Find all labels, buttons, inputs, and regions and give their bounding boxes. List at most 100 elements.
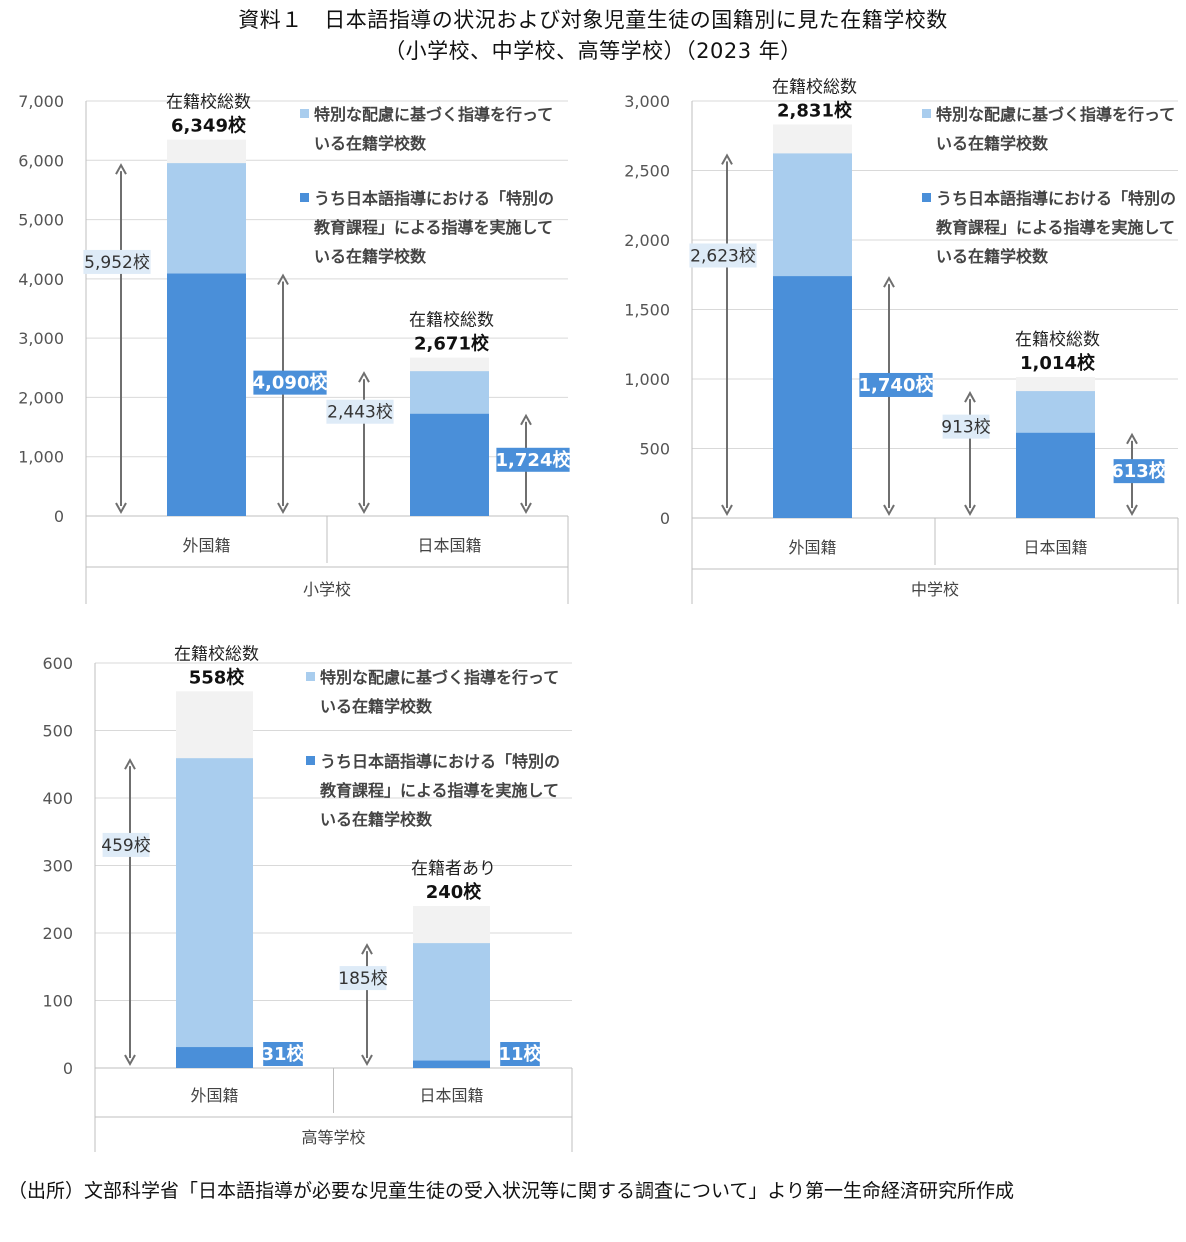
panel2-care-arrow-1-head-bottom bbox=[964, 504, 976, 517]
panel2-care-arrow-1-head-top bbox=[964, 391, 976, 403]
panel1-total-caption: 在籍校総数 bbox=[409, 311, 494, 331]
panel3-y-tick-label: 0 bbox=[63, 1059, 73, 1078]
panel2-y-tick-label: 2,000 bbox=[624, 231, 670, 250]
panel3-curriculum-label-0-bg bbox=[263, 1042, 303, 1066]
panel3-bar-special-care-0 bbox=[176, 758, 253, 1068]
panel2-curriculum-arrow-0-head-bottom bbox=[883, 504, 895, 517]
panel1-care-label-0-bg bbox=[83, 249, 151, 274]
panel2-care-arrow-0-head-bottom bbox=[721, 504, 733, 517]
panel1-legend-text: いる在籍学校数 bbox=[314, 134, 427, 153]
panel1-care-label-1: 2,443校 bbox=[327, 403, 393, 423]
panel3-care-arrow-0-head-top bbox=[124, 758, 136, 770]
panel3-y-tick-label: 100 bbox=[42, 992, 73, 1011]
panel1-care-label-1-bg bbox=[326, 399, 394, 424]
panel3-care-arrow-1-head-top bbox=[361, 943, 373, 955]
panel2-bar-special-curriculum-1 bbox=[1016, 432, 1095, 518]
panel3-curriculum-label-0: 31校 bbox=[261, 1043, 305, 1065]
panel1-care-arrow-0-head-bottom bbox=[115, 502, 127, 515]
panel3-legend-text: いる在籍学校数 bbox=[320, 810, 433, 829]
panel1-care-label-0: 5,952校 bbox=[84, 253, 150, 273]
panel3-category-label: 日本国籍 bbox=[419, 1086, 483, 1105]
panel1-curriculum-arrow-1-head-bottom bbox=[520, 502, 532, 515]
panel1-y-tick-label: 5,000 bbox=[18, 211, 64, 230]
panel2-total-caption: 在籍校総数 bbox=[1015, 330, 1100, 350]
panel3-care-label-1: 185校 bbox=[338, 969, 387, 989]
panel2-total-label: 1,014校 bbox=[1020, 352, 1096, 374]
panel2-care-label-1-bg bbox=[942, 414, 990, 439]
panel2-care-label-1: 913校 bbox=[941, 418, 990, 438]
chart-title-line2: （小学校、中学校、高等学校）（2023 年） bbox=[384, 39, 802, 63]
panel1-bar-special-curriculum-1 bbox=[410, 413, 489, 516]
panel1-y-tick-label: 6,000 bbox=[18, 151, 64, 170]
panel1-group-label: 小学校 bbox=[303, 580, 351, 599]
panel2-legend-text: うち日本語指導における「特別の bbox=[936, 189, 1176, 208]
panel1-care-arrow-1-head-bottom bbox=[358, 502, 370, 515]
panel2-bar-special-curriculum-0 bbox=[773, 276, 852, 518]
panel2-total-caption: 在籍校総数 bbox=[772, 77, 857, 97]
panel1-legend-swatch-special_care bbox=[300, 109, 309, 118]
panel1-legend-swatch-special_curriculum bbox=[300, 193, 309, 202]
panel3-care-label-1-bg bbox=[339, 966, 387, 991]
panel2-legend-text: いる在籍学校数 bbox=[936, 134, 1049, 153]
panel3-total-caption: 在籍校総数 bbox=[174, 644, 259, 664]
panel1-curriculum-arrow-1-head-top bbox=[520, 413, 532, 426]
panel1-y-tick-label: 1,000 bbox=[18, 448, 64, 467]
panel2-curriculum-arrow-1-head-bottom bbox=[1126, 504, 1138, 517]
panel2-y-tick-label: 3,000 bbox=[624, 92, 670, 111]
panel1-y-tick-label: 7,000 bbox=[18, 92, 64, 111]
panel2-category-label: 外国籍 bbox=[788, 538, 836, 557]
panel3-y-tick-label: 600 bbox=[42, 654, 73, 673]
charts-canvas: 01,0002,0003,0004,0005,0006,0007,000外国籍在… bbox=[18, 77, 1179, 1152]
panel2-legend-swatch-special_curriculum bbox=[922, 193, 931, 202]
source-note: （出所）文部科学省「日本語指導が必要な児童生徒の受入状況等に関する調査について」… bbox=[8, 1180, 1015, 1202]
panel1-care-arrow-0-head-top bbox=[115, 163, 127, 175]
panel3-legend-swatch-special_curriculum bbox=[306, 756, 315, 765]
panel3-care-arrow-0-head-bottom bbox=[124, 1054, 136, 1067]
panel2-legend-text: いる在籍学校数 bbox=[936, 247, 1049, 266]
panel3-total-label: 240校 bbox=[426, 881, 483, 903]
panel3-y-tick-label: 400 bbox=[42, 789, 73, 808]
panel2-curriculum-label-0-bg bbox=[859, 372, 933, 397]
panel3-legend-text: 教育課程」による指導を実施して bbox=[320, 781, 559, 800]
panel3-legend-text: いる在籍学校数 bbox=[320, 697, 433, 716]
panel2-category-label: 日本国籍 bbox=[1023, 538, 1087, 557]
panel2-care-label-0-bg bbox=[689, 243, 757, 268]
panel2-y-tick-label: 1,500 bbox=[624, 301, 670, 320]
panel1-curriculum-label-1-bg bbox=[496, 447, 570, 472]
panel2-total-label: 2,831校 bbox=[777, 99, 853, 121]
panel1-y-tick-label: 2,000 bbox=[18, 388, 64, 407]
panel3-care-label-0-bg bbox=[102, 832, 150, 857]
panel3-bar-special-curriculum-0 bbox=[176, 1047, 253, 1068]
panel2-legend-swatch-special_care bbox=[922, 109, 931, 118]
panel1-y-tick-label: 0 bbox=[54, 507, 64, 526]
panel3-y-tick-label: 500 bbox=[42, 722, 73, 741]
panel2-y-tick-label: 2,500 bbox=[624, 162, 670, 181]
panel1-legend-text: 特別な配慮に基づく指導を行って bbox=[314, 105, 553, 124]
panel1-y-tick-label: 3,000 bbox=[18, 329, 64, 348]
panel1-curriculum-label-1: 1,724校 bbox=[496, 449, 572, 471]
panel1-curriculum-label-0-bg bbox=[253, 370, 327, 395]
panel2-care-label-0: 2,623校 bbox=[690, 246, 756, 266]
panel1-curriculum-arrow-0-head-top bbox=[277, 273, 289, 286]
panel1-total-label: 6,349校 bbox=[171, 115, 247, 137]
panel3-care-arrow-1-head-bottom bbox=[361, 1054, 373, 1067]
panel1-care-arrow-1-head-top bbox=[358, 371, 370, 383]
panel2-legend-text: 教育課程」による指導を実施して bbox=[936, 218, 1175, 237]
chart-title-line1: 資料１ 日本語指導の状況および対象児童生徒の国籍別に見た在籍学校数 bbox=[238, 8, 948, 32]
panel3-care-label-0: 459校 bbox=[101, 836, 150, 856]
panel3-y-tick-label: 200 bbox=[42, 924, 73, 943]
panel2-curriculum-arrow-0-head-top bbox=[883, 276, 895, 288]
panel2-legend-text: 特別な配慮に基づく指導を行って bbox=[936, 105, 1175, 124]
panel1-curriculum-arrow-0-head-bottom bbox=[277, 502, 289, 515]
panel2-group-label: 中学校 bbox=[911, 580, 959, 599]
panel1-y-tick-label: 4,000 bbox=[18, 270, 64, 289]
panel2-curriculum-label-1-bg bbox=[1113, 459, 1165, 484]
panel1-total-label: 2,671校 bbox=[414, 333, 490, 355]
panel2-y-tick-label: 500 bbox=[639, 440, 670, 459]
panel1-curriculum-label-0: 4,090校 bbox=[253, 372, 329, 394]
panel3-total-label: 558校 bbox=[189, 666, 246, 688]
panel3-legend-text: 特別な配慮に基づく指導を行って bbox=[320, 668, 559, 687]
panel3-group-label: 高等学校 bbox=[301, 1128, 365, 1147]
panel2-care-arrow-0-head-top bbox=[721, 153, 733, 165]
panel1-total-caption: 在籍校総数 bbox=[166, 93, 251, 113]
